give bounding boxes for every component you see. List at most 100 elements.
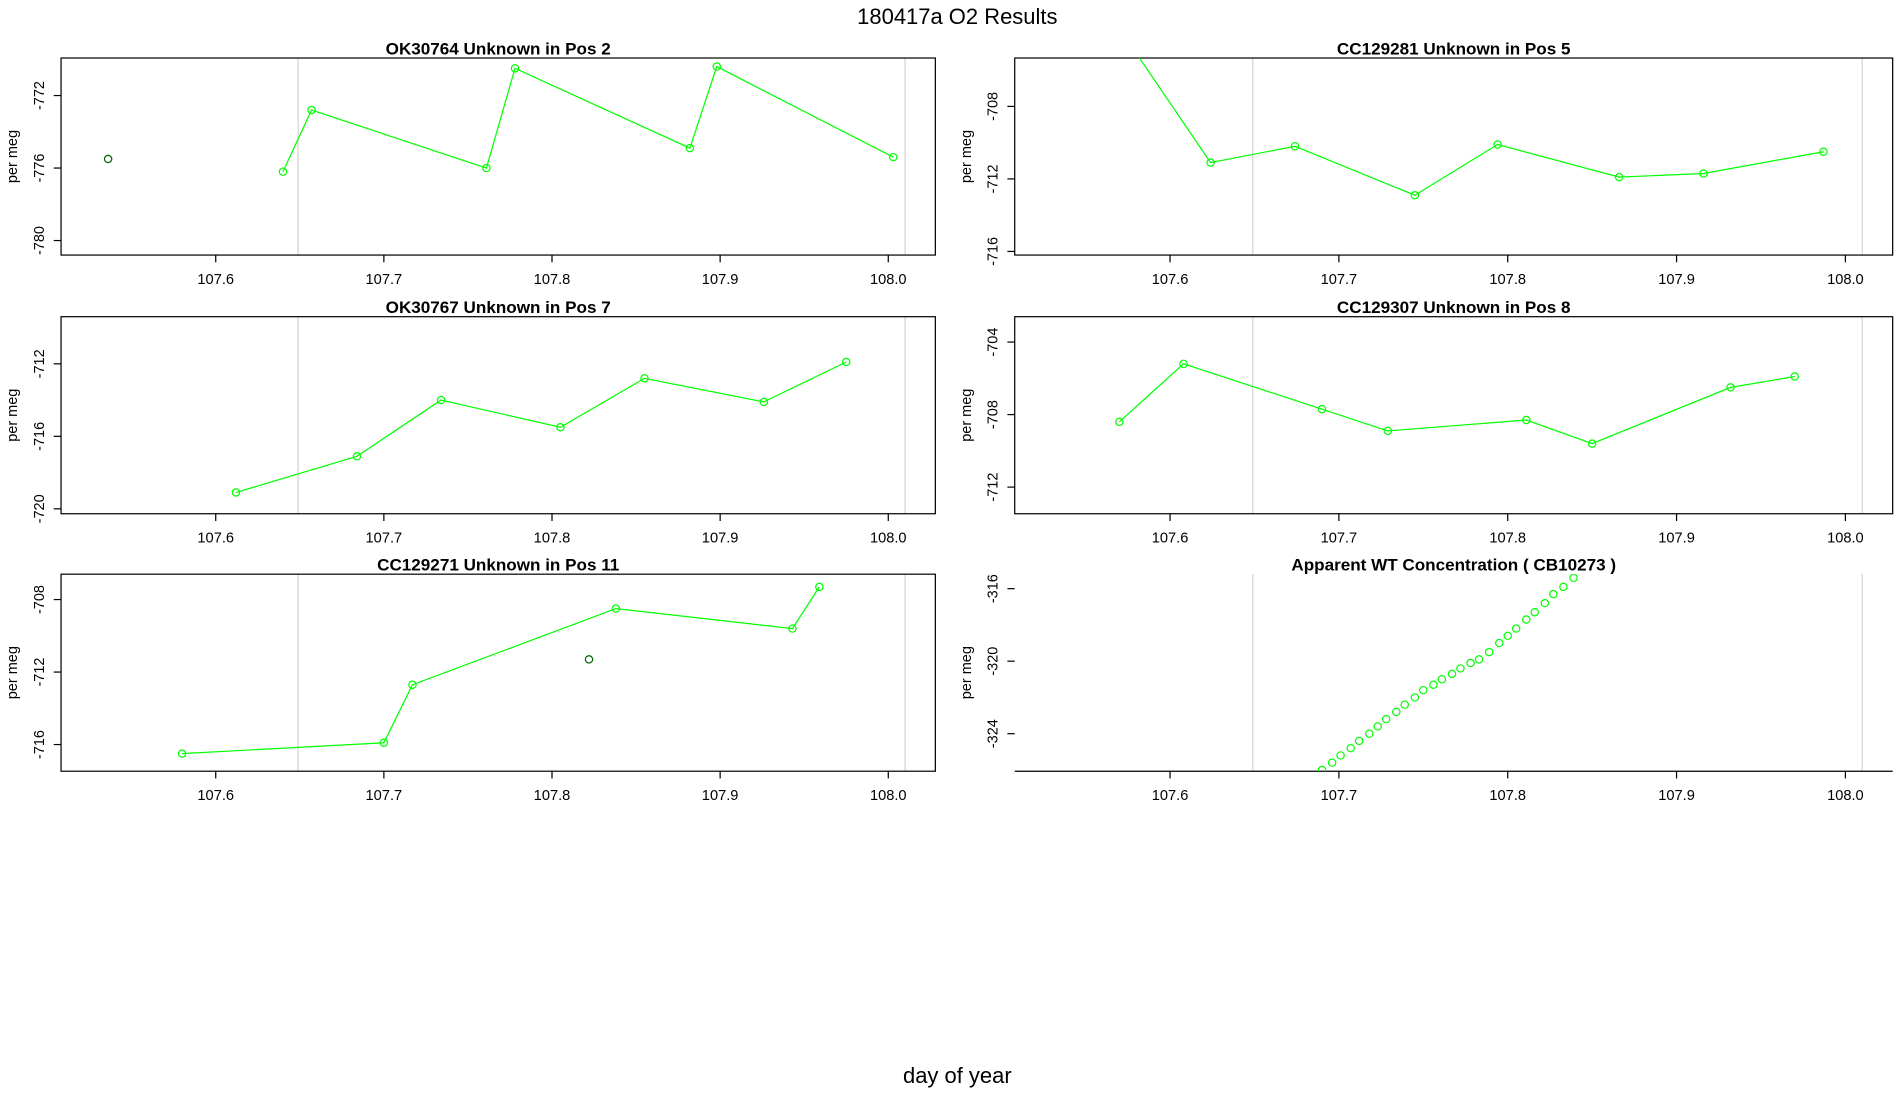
data-point	[1410, 693, 1420, 702]
x-tick-label: 108.0	[870, 531, 907, 547]
x-tick-label: 107.6	[1152, 788, 1189, 804]
data-point	[103, 154, 113, 164]
data-point	[1522, 615, 1531, 624]
data-line	[1118, 363, 1795, 445]
data-point	[815, 582, 824, 592]
data-point	[1511, 624, 1521, 633]
y-tick-label: -716	[986, 237, 1002, 266]
data-point	[1365, 729, 1374, 738]
x-tick-label: 108.0	[1827, 788, 1864, 804]
data-point	[1819, 147, 1828, 156]
x-tick-label: 107.9	[1658, 531, 1695, 547]
y-tick-label: -320	[986, 647, 1002, 676]
page-title: 180417a O2 Results	[857, 4, 1057, 29]
data-point	[640, 374, 649, 383]
data-point	[1493, 140, 1502, 149]
x-tick-label: 107.8	[1489, 531, 1526, 547]
data-point	[1381, 714, 1391, 724]
data-point	[1474, 655, 1484, 664]
data-point	[1336, 751, 1345, 760]
x-tick-label: 108.0	[1827, 272, 1864, 288]
panel: CC129281 Unknown in Pos 5 per meg 107.6 107…	[959, 25, 1894, 288]
data-point	[231, 488, 241, 497]
data-area	[103, 62, 898, 176]
x-tick-label: 107.9	[1658, 788, 1695, 804]
panel-title: OK30764 Unknown in Pos 2	[386, 39, 611, 58]
x-tick-label: 107.9	[1658, 272, 1695, 288]
x-tick-label: 107.8	[534, 272, 571, 288]
data-point	[1466, 658, 1475, 668]
data-point	[1530, 608, 1540, 617]
y-tick-label: -316	[986, 574, 1002, 603]
y-axis-label: per meg	[5, 646, 21, 699]
data-point	[1179, 359, 1188, 369]
y-tick-label: -704	[986, 328, 1002, 357]
y-tick-label: -780	[32, 226, 48, 255]
data-point	[1614, 172, 1624, 182]
x-tick-label: 108.0	[870, 272, 907, 288]
panel-title: CC129307 Unknown in Pos 8	[1337, 298, 1571, 317]
y-tick-label: -712	[986, 164, 1002, 193]
data-point	[1373, 722, 1382, 731]
data-point	[1495, 638, 1504, 648]
x-tick-label: 107.9	[702, 272, 739, 288]
data-point	[556, 423, 565, 432]
panel: OK30767 Unknown in Pos 7 per meg 107.6 107.…	[5, 298, 936, 547]
y-tick-label: -772	[32, 81, 48, 110]
data-point	[712, 62, 722, 71]
data-area	[177, 582, 824, 758]
data-point	[1484, 647, 1494, 657]
data-point	[1115, 417, 1124, 427]
data-point	[1206, 158, 1215, 167]
y-tick-label: -708	[986, 400, 1002, 429]
data-point	[1383, 426, 1393, 436]
x-tick-label: 107.7	[1321, 272, 1358, 288]
data-point	[436, 395, 446, 405]
y-tick-label: -776	[32, 154, 48, 183]
y-axis-label: per meg	[5, 130, 21, 183]
data-point	[1587, 439, 1597, 448]
x-tick-label: 108.0	[870, 788, 907, 804]
x-tick-label: 107.8	[1489, 788, 1526, 804]
y-tick-label: -708	[986, 92, 1002, 121]
data-line	[282, 65, 894, 172]
y-tick-label: -720	[32, 494, 48, 523]
y-tick-label: -708	[32, 585, 48, 614]
x-tick-label: 107.6	[1152, 272, 1189, 288]
x-tick-label: 107.7	[366, 531, 403, 547]
panel: CC129271 Unknown in Pos 11 per meg 107.6 10…	[5, 556, 936, 804]
data-point	[584, 655, 594, 664]
data-point	[1726, 383, 1735, 392]
x-tick-label: 107.7	[366, 272, 403, 288]
data-point	[1429, 680, 1438, 689]
data-point	[1790, 372, 1800, 381]
plot-frame	[60, 57, 936, 256]
data-point	[1540, 598, 1550, 608]
x-tick-label: 108.0	[1827, 531, 1864, 547]
data-point	[1569, 574, 1578, 583]
data-point	[1503, 631, 1512, 641]
data-point	[1559, 582, 1568, 592]
data-point	[1410, 191, 1420, 200]
x-tick-label: 107.6	[197, 272, 234, 288]
data-line	[182, 586, 820, 755]
panel: OK30764 Unknown in Pos 2 per meg 107.6 107.…	[5, 39, 936, 288]
data-point	[1400, 700, 1410, 709]
x-tick-label: 107.6	[1152, 531, 1189, 547]
data-point	[1290, 142, 1300, 151]
plot-frame	[60, 573, 936, 772]
data-point	[841, 357, 851, 367]
data-point	[352, 452, 362, 461]
x-tick-label: 107.6	[197, 531, 234, 547]
data-area	[1116, 25, 1828, 200]
y-axis-label: per meg	[5, 389, 21, 442]
data-point	[1116, 25, 1123, 32]
x-tick-label: 107.7	[1321, 531, 1358, 547]
data-point	[1549, 589, 1558, 599]
panel: CC129307 Unknown in Pos 8 per meg 107.6 107…	[959, 298, 1894, 547]
y-tick-label: -712	[32, 658, 48, 687]
data-point	[379, 738, 389, 747]
x-tick-label: 107.8	[534, 788, 571, 804]
plot-frame	[1014, 57, 1894, 256]
